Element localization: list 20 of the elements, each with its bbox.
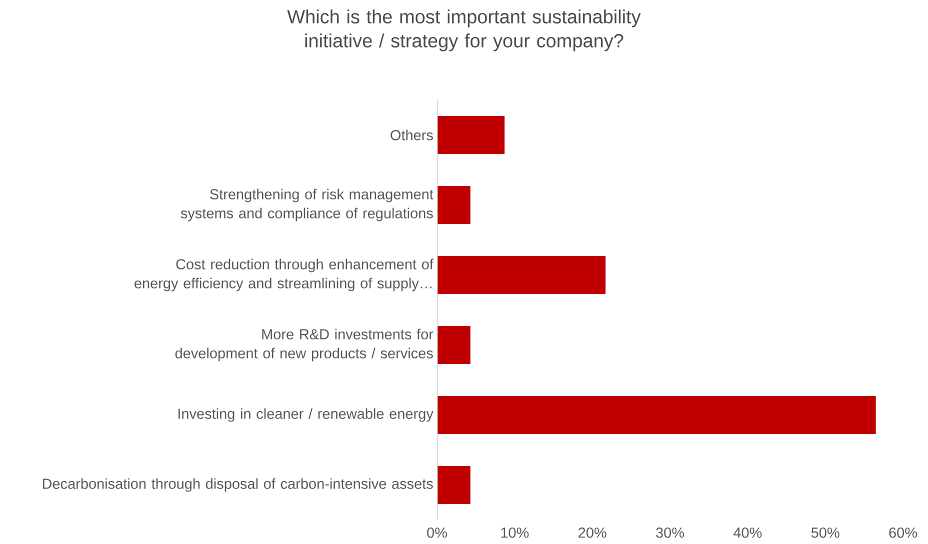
x-tick-label: 50%: [811, 528, 840, 538]
y-tick-label: Others: [390, 130, 433, 140]
bar: [437, 186, 470, 224]
x-tick-label: 10%: [501, 528, 529, 538]
bar: [437, 466, 470, 504]
bar: [437, 396, 876, 434]
x-tick-label: 40%: [733, 528, 762, 538]
y-tick-label: More R&D investments for development of new products / services: [175, 328, 434, 362]
y-tick-label: Investing in cleaner / renewable energy: [178, 408, 434, 422]
y-tick-label: Decarbonisation through disposal of carbon-intensive assets: [42, 478, 433, 492]
bar: [437, 116, 505, 154]
y-tick-label: Strengthening of risk management systems and compliance of regulations: [180, 188, 434, 222]
y-tick-label: Cost reduction through enhancement of energy efficiency and streamlining of supply…: [134, 258, 434, 292]
bar: [437, 326, 470, 364]
x-tick-label: 60%: [889, 528, 917, 538]
chart-title: Which is the most important sustainability initiative / strategy for your company?: [287, 10, 641, 52]
x-tick-label: 20%: [578, 528, 606, 538]
x-tick-label: 0%: [427, 528, 447, 538]
bar: [437, 256, 606, 294]
x-tick-label: 30%: [656, 528, 684, 538]
